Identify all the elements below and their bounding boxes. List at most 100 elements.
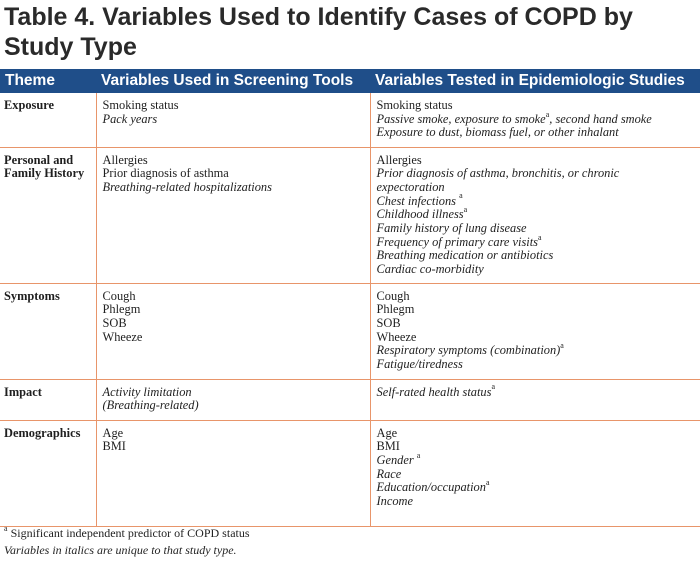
screening-tools-cell: Activity limitation (Breathing-related) — [95, 379, 370, 421]
epidemiologic-variable-text: Allergies — [376, 152, 422, 167]
table-row: Demographics Age BMI Age BMI Gender a Race Educ… — [0, 420, 700, 527]
screening-variable-text: Pack years — [102, 111, 158, 126]
table-title-line-1: Table 4. Variables Used to Identify Case… — [4, 3, 633, 31]
header-screening-tools: Variables Used in Screening Tools — [96, 69, 370, 93]
epidemiologic-variable-text: Cardiac co-morbidity — [376, 262, 484, 277]
epidemiologic-variable: Breathing medication or antibiotics — [377, 249, 697, 263]
epidemiologic-studies-cell: Self-rated health statusa — [369, 379, 700, 421]
screening-variable: Cough — [102, 288, 366, 304]
screening-tools-cell: Smoking status Pack years — [95, 93, 370, 148]
epidemiologic-variable-text: Prior diagnosis of asthma, bronchitis, o… — [376, 166, 620, 181]
epidemiologic-variable: SOB — [376, 315, 697, 331]
epidemiologic-variable-text: Respiratory symptoms (combination) — [376, 343, 561, 358]
screening-variable: SOB — [102, 315, 366, 331]
epidemiologic-variable: Childhood illnessa — [377, 205, 697, 222]
epidemiologic-variable: Gender a — [376, 451, 697, 468]
epidemiologic-variable: Race — [376, 466, 697, 482]
table-title: Table 4. Variables Used to Identify Case… — [4, 2, 694, 62]
theme-cell: Symptoms — [0, 283, 96, 380]
epidemiologic-variable-text: Race — [376, 466, 402, 481]
significance-marker: a — [459, 191, 463, 201]
epidemiologic-variable-text: Family history of lung disease — [376, 221, 527, 236]
header-theme: Theme — [0, 69, 96, 93]
table-row: Impact Activity limitation (Breathing-rela… — [0, 379, 700, 421]
epidemiologic-variable: Wheeze — [376, 329, 697, 345]
screening-variable-text: Cough — [102, 288, 136, 303]
copd-variables-table: Theme Variables Used in Screening Tools … — [0, 69, 700, 527]
epidemiologic-variable: Age — [376, 425, 697, 441]
epidemiologic-variable: expectoration — [377, 180, 697, 195]
theme-cell: Personal and Family History — [0, 147, 96, 284]
epidemiologic-variable: Allergies — [376, 152, 697, 168]
screening-variable: (Breathing-related) — [102, 398, 366, 413]
epidemiologic-variable-text: Passive smoke, exposure to smoke — [376, 111, 546, 126]
epidemiologic-variable-text: Cough — [376, 288, 410, 303]
significance-marker: a — [463, 205, 468, 215]
epidemiologic-variable-text: Smoking status — [376, 98, 453, 112]
screening-variable-text: Prior diagnosis of asthma — [102, 166, 229, 181]
screening-variable-text: Activity limitation — [102, 384, 192, 399]
epidemiologic-variable: Fatigue/tiredness — [377, 357, 697, 372]
screening-variable: Smoking status — [102, 98, 366, 113]
footnotes: a Significant independent predictor of C… — [4, 525, 694, 559]
table-row: Personal and Family History Allergies Prior… — [0, 147, 700, 284]
epidemiologic-variable-text: Frequency of primary care visits — [376, 234, 539, 249]
epidemiologic-variable-text: SOB — [376, 315, 401, 330]
epidemiologic-variable-text: BMI — [376, 439, 400, 454]
significance-marker: a — [491, 382, 496, 392]
epidemiologic-variable: Passive smoke, exposure to smokea, secon… — [376, 109, 697, 127]
significance-marker: a — [545, 109, 550, 119]
epidemiologic-variable-text: Phlegm — [376, 302, 415, 317]
epidemiologic-variable-text-continued: , second hand smoke — [549, 111, 652, 126]
screening-variable: Age — [103, 426, 366, 441]
screening-variable-text: Phlegm — [102, 302, 141, 317]
epidemiologic-variable-text: Age — [376, 425, 398, 440]
footnote-marker: a — [4, 524, 8, 533]
theme-cell: Impact — [0, 379, 96, 421]
epidemiologic-variable: Smoking status — [376, 98, 697, 113]
table-row: Symptoms Cough Phlegm SOB Wheeze Cough Phlegm S… — [0, 283, 700, 380]
screening-variable-text: (Breathing-related) — [102, 398, 199, 413]
screening-variable: BMI — [103, 439, 366, 454]
table-body: Exposure Smoking status Pack years Smoking … — [0, 93, 700, 527]
theme-label: Symptoms — [4, 288, 60, 303]
epidemiologic-studies-cell: Cough Phlegm SOB Wheeze Respiratory symptoms… — [369, 283, 700, 380]
screening-variable: Phlegm — [102, 302, 366, 317]
epidemiologic-variable: BMI — [376, 439, 697, 454]
significance-marker: a — [560, 341, 564, 351]
epidemiologic-variable: Frequency of primary care visitsa — [376, 233, 697, 250]
table-header-row: Theme Variables Used in Screening Tools … — [0, 69, 700, 93]
screening-variable: Breathing-related hospitalizations — [102, 179, 366, 195]
screening-variable: Pack years — [102, 111, 366, 127]
epidemiologic-variable-text: Wheeze — [376, 329, 417, 344]
screening-variable-text: Breathing-related hospitalizations — [102, 179, 272, 194]
epidemiologic-variable-text: Education/occupation — [376, 480, 486, 495]
screening-variable-text: Allergies — [102, 152, 148, 167]
screening-tools-cell: Age BMI — [95, 420, 370, 527]
epidemiologic-variable: Respiratory symptoms (combination)a — [376, 341, 697, 358]
epidemiologic-studies-cell: Smoking status Passive smoke, exposure to… — [369, 93, 700, 148]
theme-label: Impact — [4, 384, 42, 399]
epidemiologic-studies-cell: Age BMI Gender a Race Education/occupationa I… — [369, 420, 700, 527]
screening-variable: Allergies — [102, 152, 366, 168]
epidemiologic-variable-text: Breathing medication or antibiotics — [376, 248, 554, 263]
screening-variable: Wheeze — [103, 330, 366, 345]
table-title-line-2: Study Type — [4, 33, 137, 61]
theme-label: Family History — [4, 166, 85, 181]
epidemiologic-variable-text: Self-rated health status — [376, 384, 492, 399]
epidemiologic-studies-cell: Allergies Prior diagnosis of asthma, bron… — [369, 147, 700, 284]
theme-cell: Demographics — [0, 420, 96, 527]
screening-tools-cell: Cough Phlegm SOB Wheeze — [95, 283, 370, 380]
header-epidemiologic-studies: Variables Tested in Epidemiologic Studie… — [370, 69, 700, 93]
epidemiologic-variable: Family history of lung disease — [376, 221, 697, 236]
screening-variable: Prior diagnosis of asthma — [102, 166, 366, 181]
epidemiologic-variable: Income — [376, 494, 697, 509]
epidemiologic-variable-text: Gender — [376, 452, 417, 467]
epidemiologic-variable: Phlegm — [376, 302, 697, 317]
epidemiologic-variable-text: Exposure to dust, biomass fuel, or other… — [376, 125, 619, 140]
epidemiologic-variable-text: Chest infections — [376, 193, 460, 208]
epidemiologic-variable-text: Income — [376, 494, 413, 509]
screening-variable-text: Smoking status — [102, 98, 179, 112]
screening-variable-text: SOB — [102, 315, 127, 330]
theme-cell: Exposure — [0, 93, 96, 148]
